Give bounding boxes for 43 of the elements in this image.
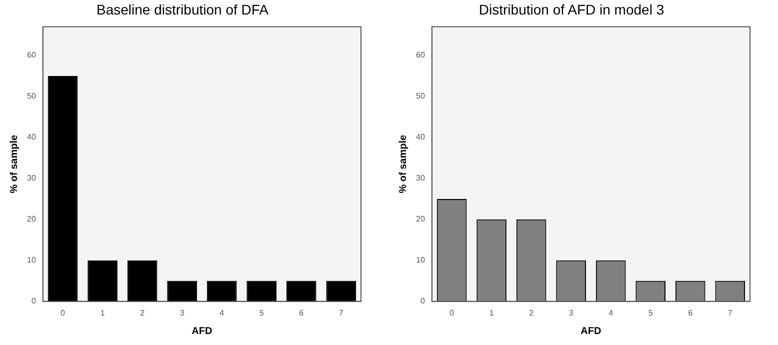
y-tick-label: 60 [26,50,36,60]
x-axis-title: AFD [192,326,212,337]
y-tick-label: 30 [26,174,36,183]
x-tick-label: 7 [728,308,733,318]
x-tick-label: 1 [489,308,494,318]
x-tick-label: 7 [338,308,344,318]
y-tick-label: 20 [416,214,426,224]
bar [326,280,356,302]
x-tick-label: 4 [608,308,614,318]
x-tick-label: 0 [60,308,66,318]
x-tick-label: 3 [180,308,185,318]
y-axis-title: % of sample [398,134,409,194]
y-tick-label: 10 [416,256,426,265]
bar [48,76,78,302]
x-tick-label: 5 [259,308,264,318]
y-tick-label: 60 [416,50,426,60]
x-tick-label: 0 [450,308,455,318]
bar [246,280,277,302]
y-tick-label: 40 [416,132,426,142]
x-tick-label: 6 [688,308,694,318]
chart-title: Baseline distribution of DFA [96,1,270,18]
bar [206,280,237,302]
x-tick-label: 1 [100,308,106,318]
chart-title: Distribution of AFD in model 3 [478,1,664,18]
y-tick-label: 0 [31,296,36,306]
x-tick-label: 2 [140,308,146,318]
x-tick-label: 6 [299,308,304,318]
y-tick-label: 20 [26,214,36,224]
x-axis-title: AFD [580,326,602,337]
y-tick-label: 0 [420,296,426,306]
y-tick-label: 40 [26,132,36,142]
x-tick-label: 2 [529,308,534,318]
y-tick-label: 10 [26,256,36,265]
bar [286,280,316,302]
y-tick-label: 50 [416,92,426,101]
y-axis-title: % of sample [8,134,20,194]
x-tick-label: 5 [648,308,654,318]
y-tick-label: 30 [416,174,426,183]
x-tick-label: 3 [568,308,574,318]
bar [167,280,197,302]
bar [88,260,118,302]
y-tick-label: 50 [26,92,36,101]
x-tick-label: 4 [220,308,225,318]
